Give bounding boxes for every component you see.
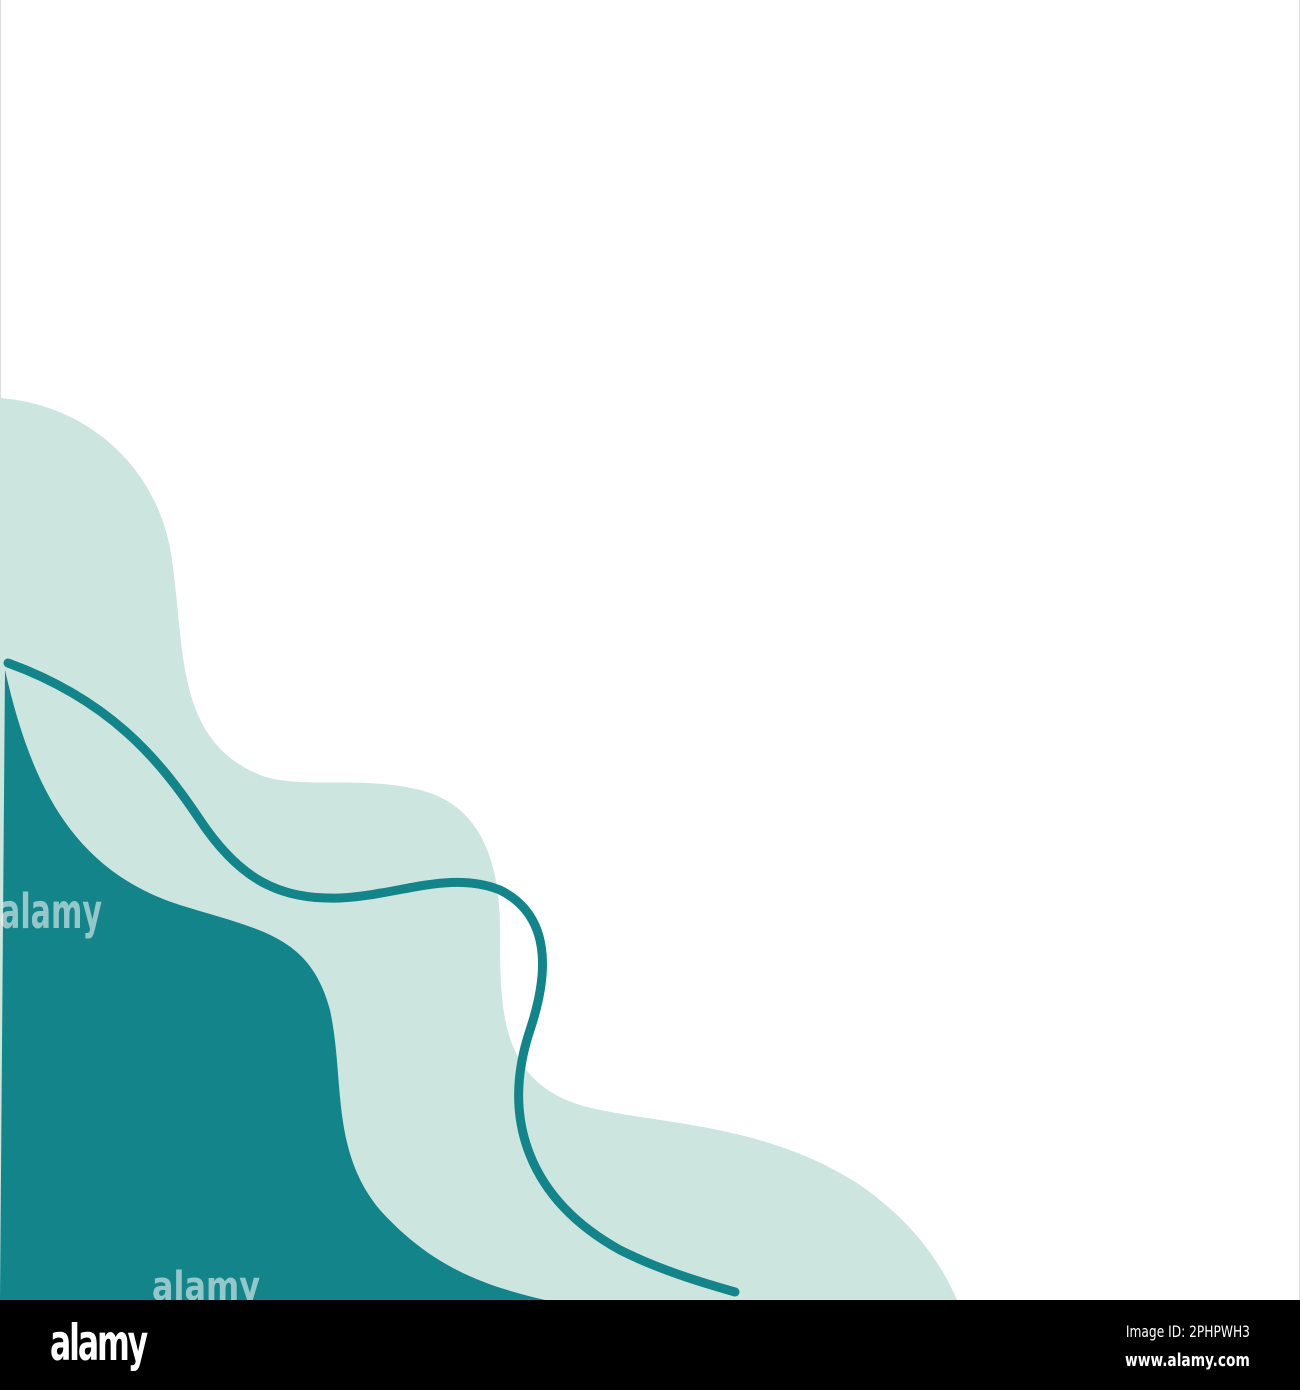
- image-id: Image ID: 2PHPWH3: [1125, 1322, 1250, 1341]
- dark-teal-blob: [0, 670, 545, 1300]
- alamy-logo: alamy: [50, 1314, 148, 1372]
- footer-bar: alamy Image ID: 2PHPWH3 www.alamy.com: [0, 1300, 1300, 1390]
- wavy-line: [3, 658, 740, 1297]
- watermark-text: alamy: [152, 1264, 260, 1300]
- watermark-text: alamy: [0, 884, 102, 940]
- abstract-wave-artwork: alamy alamy: [0, 0, 1300, 1300]
- website-url: www.alamy.com: [1125, 1350, 1250, 1371]
- watermark: alamy alamy: [0, 884, 260, 1300]
